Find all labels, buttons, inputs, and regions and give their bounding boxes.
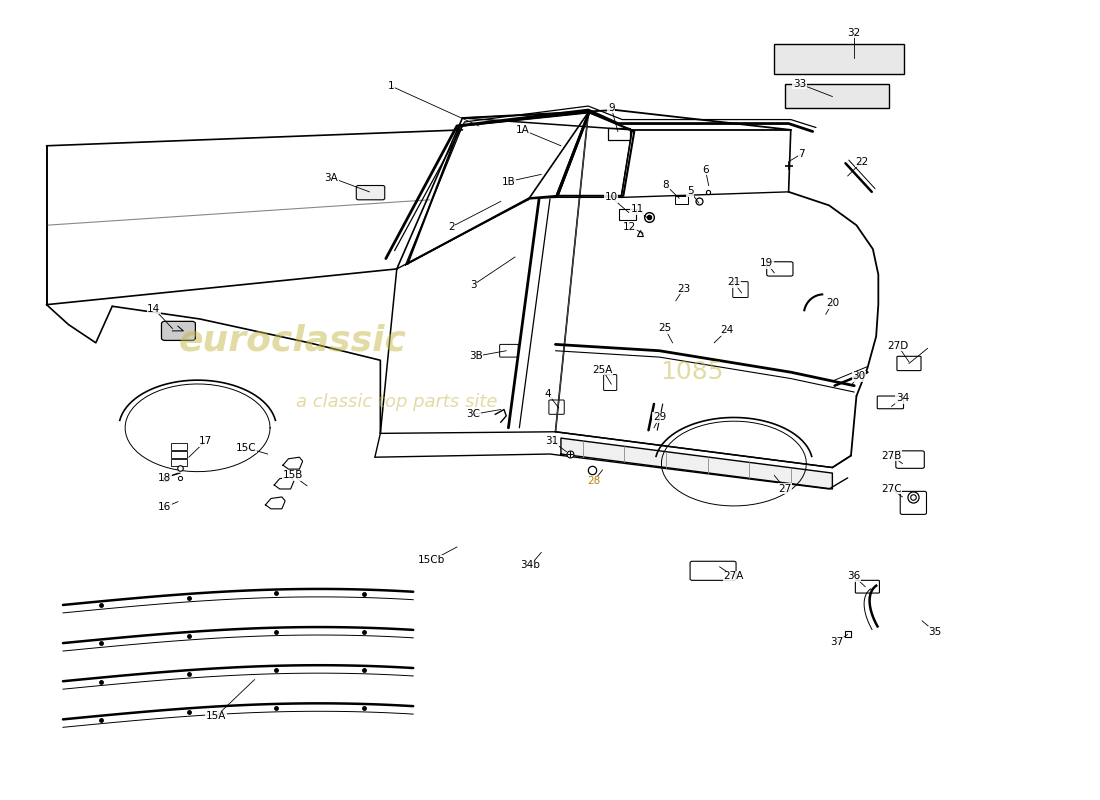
Text: 35: 35: [928, 627, 942, 637]
Text: 15Cb: 15Cb: [418, 555, 446, 566]
Text: 27B: 27B: [881, 450, 902, 461]
Text: 7: 7: [799, 149, 805, 158]
Text: 4: 4: [544, 389, 551, 398]
Text: 34: 34: [895, 394, 909, 403]
Text: 928: 928: [828, 91, 846, 100]
Text: 34b: 34b: [520, 560, 540, 570]
FancyBboxPatch shape: [767, 262, 793, 276]
Text: 20: 20: [826, 298, 839, 308]
FancyBboxPatch shape: [856, 580, 879, 593]
FancyBboxPatch shape: [900, 491, 926, 514]
FancyBboxPatch shape: [356, 186, 385, 200]
Text: 15A: 15A: [206, 711, 227, 721]
FancyBboxPatch shape: [549, 400, 564, 414]
Text: 1A: 1A: [516, 125, 529, 135]
Text: 16: 16: [158, 502, 172, 512]
Text: 37: 37: [830, 638, 844, 647]
Text: 3A: 3A: [324, 173, 338, 182]
Text: 3: 3: [470, 280, 476, 290]
FancyBboxPatch shape: [172, 451, 187, 458]
Text: a classic top parts site: a classic top parts site: [296, 393, 497, 410]
Text: 1B: 1B: [502, 177, 515, 186]
FancyBboxPatch shape: [604, 374, 617, 390]
FancyBboxPatch shape: [895, 451, 924, 468]
Text: 18: 18: [158, 473, 172, 483]
FancyBboxPatch shape: [499, 344, 518, 357]
Text: 22: 22: [856, 157, 869, 166]
FancyBboxPatch shape: [674, 196, 688, 204]
Bar: [774, 44, 903, 74]
FancyBboxPatch shape: [172, 458, 187, 466]
Text: 11: 11: [631, 204, 645, 214]
Text: PORSCHE: PORSCHE: [817, 54, 861, 64]
FancyBboxPatch shape: [690, 562, 736, 580]
Text: 1085: 1085: [660, 360, 724, 384]
FancyBboxPatch shape: [608, 127, 630, 140]
Text: 27C: 27C: [881, 484, 902, 494]
Text: 15B: 15B: [283, 470, 302, 481]
Text: 25: 25: [658, 323, 671, 334]
Text: 15C: 15C: [235, 442, 256, 453]
Text: euroclassic: euroclassic: [179, 323, 407, 358]
Text: 36: 36: [848, 571, 861, 582]
Text: 30: 30: [852, 371, 866, 381]
Text: 27A: 27A: [724, 571, 744, 582]
Text: 1: 1: [388, 81, 395, 91]
Bar: [785, 84, 889, 108]
Text: 27: 27: [779, 484, 792, 494]
Text: 23: 23: [676, 284, 690, 294]
FancyBboxPatch shape: [172, 443, 187, 450]
Text: 28: 28: [587, 476, 601, 486]
Text: 3B: 3B: [469, 351, 483, 362]
Text: 33: 33: [793, 79, 806, 89]
Text: 9: 9: [608, 102, 615, 113]
FancyBboxPatch shape: [733, 282, 748, 298]
Text: 17: 17: [199, 436, 212, 446]
FancyBboxPatch shape: [877, 396, 903, 409]
Text: 6: 6: [702, 165, 708, 174]
Text: 19: 19: [760, 258, 773, 268]
Text: 3C: 3C: [466, 410, 481, 419]
Text: 21: 21: [727, 278, 740, 287]
Text: 8: 8: [662, 181, 669, 190]
FancyBboxPatch shape: [896, 356, 921, 370]
Text: 12: 12: [624, 222, 637, 232]
Text: 2: 2: [448, 222, 454, 232]
FancyBboxPatch shape: [162, 322, 196, 341]
FancyBboxPatch shape: [619, 209, 637, 220]
Text: 32: 32: [848, 28, 861, 38]
Text: 10: 10: [605, 193, 618, 202]
Text: 25A: 25A: [592, 365, 613, 375]
Text: 5: 5: [686, 186, 693, 196]
Text: 31: 31: [546, 436, 559, 446]
Text: 24: 24: [720, 325, 734, 335]
Text: 27D: 27D: [888, 341, 909, 351]
Text: 29: 29: [652, 413, 667, 422]
Polygon shape: [561, 438, 833, 489]
Text: 14: 14: [147, 304, 161, 314]
